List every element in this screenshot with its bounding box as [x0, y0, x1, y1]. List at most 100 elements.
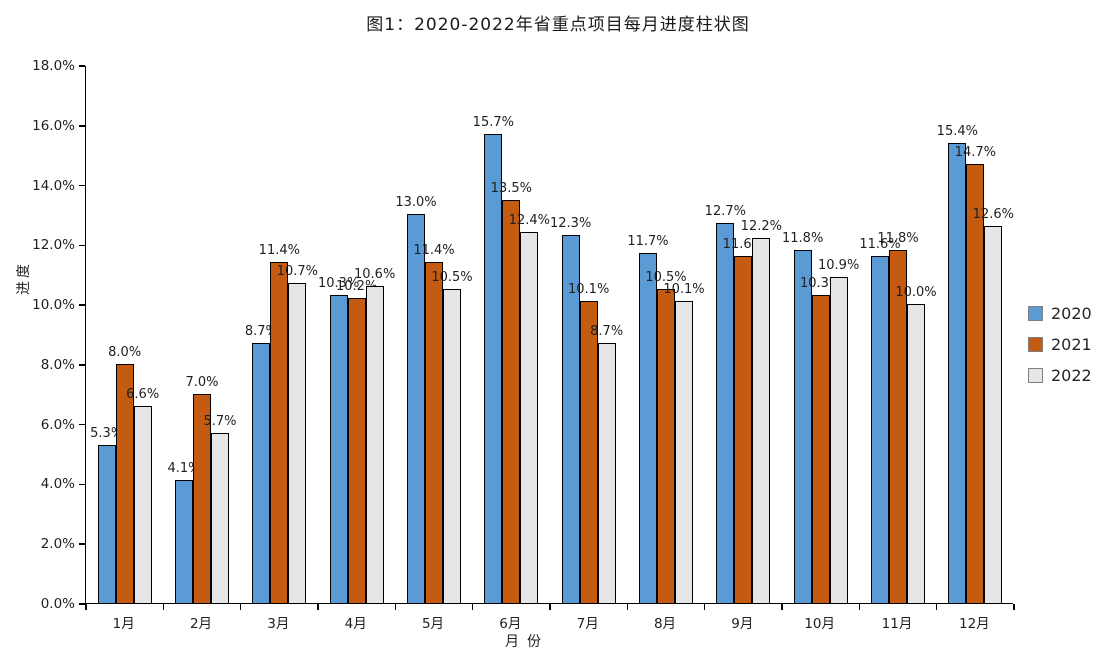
bar-2022-11月 — [907, 304, 925, 603]
x-axis-tick — [162, 604, 165, 610]
y-axis-title: 进度 — [16, 261, 32, 295]
x-axis-tick — [394, 604, 397, 610]
bar-2020-1月 — [97, 444, 116, 603]
x-axis-tick — [471, 604, 474, 610]
bar-2020-7月 — [561, 235, 580, 603]
legend-swatch-icon — [1028, 368, 1043, 383]
bar-2021-10月 — [811, 295, 830, 603]
x-axis-category-label: 4月 — [344, 616, 367, 632]
bar-2020-4月 — [329, 295, 348, 603]
data-label-2022-2月: 5.7% — [203, 413, 237, 429]
bar-2020-10月 — [793, 250, 812, 603]
x-axis-category-label: 3月 — [267, 616, 290, 632]
legend-item-2022: 2022 — [1028, 366, 1092, 385]
legend-swatch-icon — [1028, 337, 1043, 352]
data-label-2022-10月: 10.9% — [818, 258, 860, 274]
bar-2022-2月 — [211, 432, 229, 603]
x-axis-category-label: 6月 — [499, 616, 522, 632]
x-axis-tick — [549, 604, 551, 610]
y-axis-tick — [79, 184, 85, 187]
x-axis-tick — [85, 604, 87, 610]
data-label-2020-10月: 11.8% — [782, 231, 824, 247]
data-label-2020-2月: 4.1% — [167, 461, 201, 477]
data-label-2022-4月: 10.6% — [354, 267, 396, 283]
bar-2022-3月 — [288, 283, 307, 603]
data-label-2022-1月: 6.6% — [126, 386, 160, 402]
legend-item-2021: 2021 — [1028, 335, 1092, 354]
data-label-2021-12月: 14.7% — [954, 144, 996, 160]
data-label-2021-3月: 11.4% — [258, 243, 300, 259]
bar-2022-5月 — [443, 289, 461, 603]
y-axis-tick — [79, 364, 85, 366]
y-axis-tick-label: 2.0% — [40, 536, 75, 553]
data-label-2022-9月: 12.2% — [740, 219, 782, 235]
data-label-2020-7月: 12.3% — [550, 216, 592, 232]
y-axis-tick-label: 8.0% — [40, 356, 75, 373]
bar-2021-3月 — [270, 262, 289, 603]
bar-2020-2月 — [175, 480, 193, 603]
bar-2021-7月 — [579, 301, 598, 603]
data-label-2022-3月: 10.7% — [276, 264, 318, 280]
data-label-2022-7月: 8.7% — [590, 323, 624, 339]
data-label-2020-9月: 12.7% — [704, 204, 746, 220]
y-axis-tick-label: 4.0% — [40, 476, 75, 493]
y-axis-tick — [79, 125, 85, 127]
data-label-2020-5月: 13.0% — [395, 195, 437, 211]
x-axis-category-label: 11月 — [881, 616, 913, 632]
data-label-2020-1月: 5.3% — [90, 425, 124, 441]
bar-2022-7月 — [597, 342, 616, 603]
x-axis-tick — [1013, 604, 1015, 610]
data-label-2020-11月: 11.6% — [859, 237, 901, 253]
bar-2021-9月 — [734, 256, 753, 603]
data-label-2022-12月: 12.6% — [972, 207, 1014, 223]
bar-2021-2月 — [193, 393, 211, 603]
x-axis-tick — [858, 604, 861, 610]
x-axis-category-label: 7月 — [576, 616, 599, 632]
x-axis-category-label: 1月 — [112, 616, 135, 632]
bar-2021-1月 — [115, 363, 134, 603]
y-axis-tick — [79, 423, 85, 426]
legend-label: 2020 — [1051, 304, 1092, 323]
y-axis-tick — [79, 543, 85, 545]
x-axis-category-label: 2月 — [189, 616, 213, 632]
x-axis-tick — [935, 604, 938, 610]
bar-2020-6月 — [484, 133, 503, 603]
data-label-2022-8月: 10.1% — [663, 282, 705, 298]
bar-2022-8月 — [675, 301, 693, 603]
bar-2021-11月 — [889, 250, 907, 603]
x-axis-tick — [626, 604, 629, 610]
bar-2022-10月 — [829, 277, 848, 603]
x-axis-tick — [317, 604, 319, 610]
data-label-2020-3月: 8.7% — [244, 323, 278, 339]
data-label-2021-5月: 11.4% — [413, 243, 455, 259]
y-axis-tick-label: 10.0% — [32, 297, 75, 314]
bar-2021-8月 — [657, 289, 675, 603]
x-axis-category-label: 5月 — [421, 616, 445, 632]
data-label-2021-1月: 8.0% — [108, 344, 142, 360]
bar-2021-12月 — [966, 163, 985, 603]
plot-area: 5.3% 8.0% 6.6% 4.1% 7.0% 5.7% 8.7% 11.4% 10.7% 10… — [79, 65, 1015, 610]
x-axis-category-label: 12月 — [958, 616, 990, 632]
bar-2020-12月 — [948, 142, 967, 603]
bar-2022-9月 — [752, 238, 771, 603]
legend-label: 2022 — [1051, 366, 1092, 385]
bar-2022-1月 — [133, 405, 152, 603]
legend-item-2020: 2020 — [1028, 304, 1092, 323]
bar-2021-5月 — [425, 262, 443, 603]
bar-2022-12月 — [984, 226, 1003, 603]
bar-2020-8月 — [639, 253, 657, 603]
data-label-2020-8月: 11.7% — [627, 234, 669, 250]
bar-2022-6月 — [520, 232, 539, 603]
bar-2020-9月 — [716, 223, 735, 603]
y-axis-tick-label: 16.0% — [32, 117, 75, 134]
data-label-2020-12月: 15.4% — [936, 123, 978, 139]
data-label-2021-8月: 10.5% — [645, 270, 687, 286]
bar-2020-5月 — [407, 214, 425, 603]
y-axis-tick — [79, 603, 85, 605]
y-axis-tick — [79, 483, 85, 486]
x-axis-category-label: 8月 — [653, 616, 677, 632]
bar-2022-4月 — [365, 286, 384, 603]
y-axis-tick-label: 18.0% — [32, 58, 75, 74]
x-axis-tick — [781, 604, 783, 610]
